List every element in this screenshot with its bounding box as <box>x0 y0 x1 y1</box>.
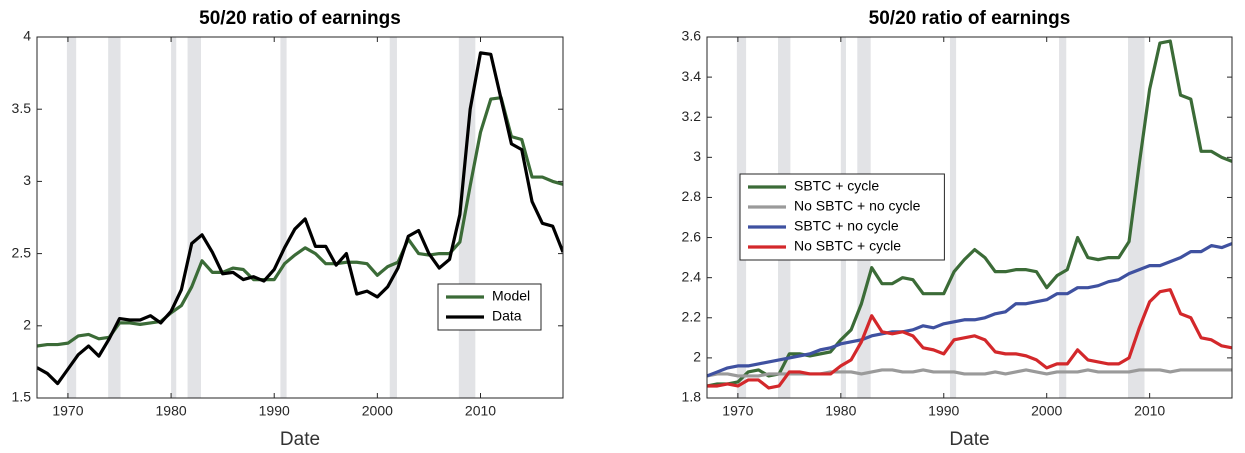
recession-band <box>389 37 397 398</box>
recession-band <box>280 37 287 398</box>
legend: Model Data <box>437 283 542 331</box>
axes-box <box>706 36 1233 399</box>
x-tick-label: 2000 <box>362 403 393 419</box>
series-line <box>707 288 1232 390</box>
series-line <box>37 96 563 348</box>
y-tick-label: 2.5 <box>12 244 32 260</box>
y-tick-label: 2.8 <box>682 188 702 204</box>
recession-band <box>108 37 121 398</box>
x-tick-label: 1980 <box>825 403 856 419</box>
legend-label: No SBTC + cycle <box>794 238 901 254</box>
chart-title: 50/20 ratio of earnings <box>199 8 401 29</box>
x-axis-label: Date <box>280 429 320 450</box>
x-tick-label: 1980 <box>156 403 187 419</box>
chart: 1.5 2 2.5 3 3.5 4 1970 1980 1990 2000 2010 50/20 ra… <box>12 8 564 450</box>
recession-band <box>1128 37 1145 398</box>
y-tick-label: 3 <box>23 172 31 188</box>
y-tick-label: 3.2 <box>682 108 702 124</box>
x-tick-label: 2010 <box>1134 403 1165 419</box>
series-line <box>37 51 563 386</box>
legend-label: SBTC + cycle <box>794 178 879 194</box>
y-tick-label: 3.6 <box>682 28 702 44</box>
series-line <box>707 39 1232 388</box>
recession-band <box>66 37 77 398</box>
x-tick-label: 1970 <box>52 403 83 419</box>
y-tick-label: 4 <box>23 28 31 44</box>
legend-label: No SBTC + no cycle <box>794 198 921 214</box>
y-tick-label: 1.5 <box>12 389 32 405</box>
y-tick-label: 3.4 <box>682 68 702 84</box>
y-tick-label: 3.5 <box>12 100 32 116</box>
x-tick-label: 1990 <box>928 403 959 419</box>
legend: SBTC + cycle No SBTC + no cycle SBTC + no … <box>739 173 945 261</box>
plot-area <box>37 37 563 398</box>
legend-label: Model <box>492 288 530 304</box>
legend-label: SBTC + no cycle <box>794 218 899 234</box>
y-tick-label: 3 <box>693 148 701 164</box>
y-tick-label: 1.8 <box>682 389 702 405</box>
recession-band <box>171 37 177 398</box>
y-tick-label: 2 <box>693 349 701 365</box>
recession-band <box>949 37 957 398</box>
series-line <box>707 242 1232 378</box>
y-tick-label: 2.2 <box>682 308 702 324</box>
series-line <box>707 368 1232 378</box>
y-tick-label: 2 <box>23 317 31 333</box>
plot <box>37 37 563 398</box>
x-tick-label: 1990 <box>259 403 290 419</box>
chart-title: 50/20 ratio of earnings <box>869 8 1071 29</box>
x-tick-label: 1970 <box>722 403 753 419</box>
chart: 1.8 2 2.2 2.4 2.6 2.8 3 3.2 3.4 3.6 1970 1980 1990 20… <box>682 8 1233 450</box>
legend-label: Data <box>492 308 522 324</box>
legend-box <box>437 283 542 331</box>
recession-band <box>187 37 201 398</box>
y-tick-label: 2.6 <box>682 228 702 244</box>
x-axis-label: Date <box>949 429 989 450</box>
x-tick-label: 2000 <box>1031 403 1062 419</box>
recession-band <box>1059 37 1067 398</box>
axes-box <box>36 36 564 399</box>
x-tick-label: 2010 <box>465 403 496 419</box>
y-tick-label: 2.4 <box>682 268 702 284</box>
